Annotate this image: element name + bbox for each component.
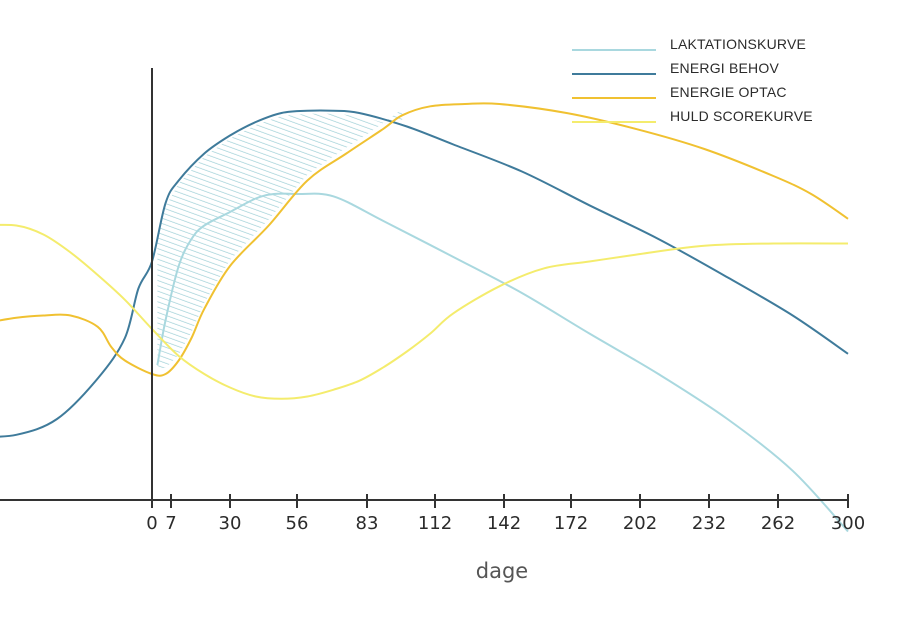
series-line-huld-scorekurve xyxy=(0,223,849,400)
x-tick-label: 172 xyxy=(554,513,588,534)
x-tick-label: 300 xyxy=(831,513,865,534)
x-axis-ticks: 0 7 30 56 83 112 142 172 202 232 262 300 xyxy=(146,494,865,534)
x-tick-label: 56 xyxy=(286,513,309,534)
x-tick-label: 142 xyxy=(487,513,521,534)
x-tick-label: 30 xyxy=(219,513,242,534)
x-axis-title: dage xyxy=(476,559,528,583)
legend-label-huld-scorekurve: HULD SCOREKURVE xyxy=(670,108,813,124)
legend-label-laktationskurve: LAKTATIONSKURVE xyxy=(670,36,806,52)
x-tick-label: 83 xyxy=(356,513,379,534)
energy-deficit-shaded-area xyxy=(157,109,403,369)
series-lines xyxy=(0,102,849,533)
series-line-energi-behov xyxy=(0,109,849,438)
x-tick-label: 232 xyxy=(692,513,726,534)
x-tick-label: 202 xyxy=(623,513,657,534)
x-tick-label: 112 xyxy=(418,513,452,534)
legend: LAKTATIONSKURVE ENERGI BEHOV ENERGIE OPTAC… xyxy=(572,36,813,124)
series-line-laktationskurve xyxy=(156,192,849,533)
series-line-energie-optac xyxy=(0,102,849,377)
x-tick-label: 7 xyxy=(165,513,176,534)
x-tick-label: 262 xyxy=(761,513,795,534)
legend-label-energie-optac: ENERGIE OPTAC xyxy=(670,84,787,100)
x-tick-label: 0 xyxy=(146,513,157,534)
legend-label-energi-behov: ENERGI BEHOV xyxy=(670,60,779,76)
